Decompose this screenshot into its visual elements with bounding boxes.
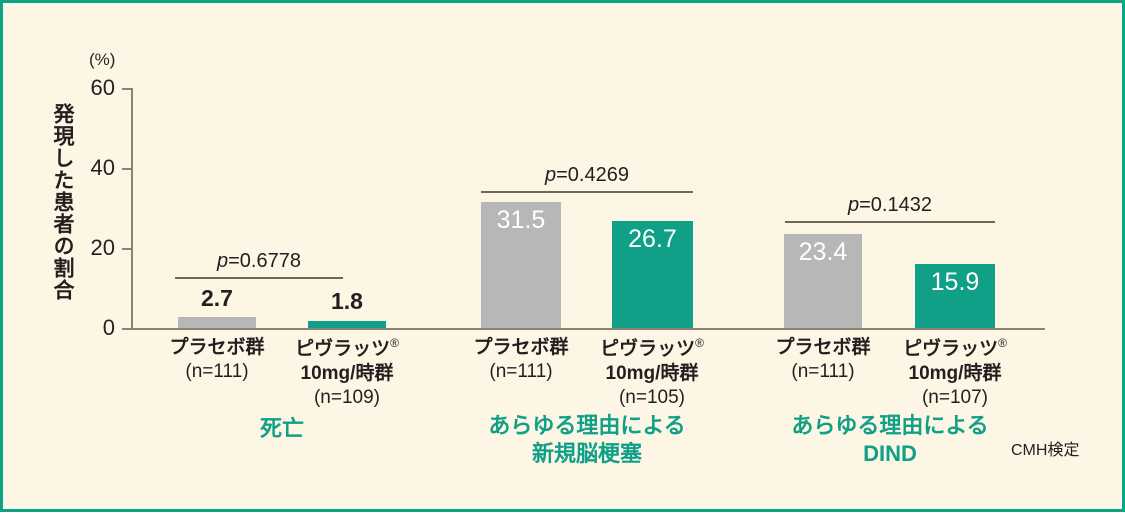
y-tick-20 [122, 248, 131, 250]
p-bracket-line-1 [175, 277, 343, 279]
group-caption-line-2: 新規脳梗塞 [531, 440, 642, 466]
p-symbol-2: p [545, 164, 557, 186]
y-tick-label-40: 40 [90, 155, 115, 180]
x-label-name: ピヴラッツ® [272, 336, 422, 362]
x-label-group-3-placebo: プラセボ群 (n=111) [748, 336, 898, 385]
bar-group-3-placebo[interactable]: 23.4 [784, 88, 862, 328]
x-label-n: (n=111) [185, 361, 249, 383]
group-caption-line-2: DIND [863, 440, 917, 466]
x-label-name: プラセボ群 [169, 337, 265, 358]
x-label-n: (n=111) [791, 361, 855, 383]
x-label-n: (n=107) [921, 386, 989, 408]
chart-footnote: CMH検定 [1011, 442, 1080, 459]
y-axis-title: 発現した患者の割合 [51, 103, 74, 301]
p-symbol-3: p [848, 194, 860, 216]
p-value-label-group-1: p=0.6778 [175, 251, 343, 271]
p-value-text-3: =0.1432 [859, 194, 932, 216]
group-caption-1: 死亡 [137, 415, 427, 443]
group-caption-3: あらゆる理由による DIND [745, 412, 1035, 467]
x-label-name: プラセボ群 [473, 337, 569, 358]
x-label-name: ピヴラッツ® [880, 336, 1030, 362]
drug-name: ピヴラッツ [295, 338, 391, 360]
bar-group-3-drug[interactable]: 15.9 [915, 88, 995, 328]
group-caption-line-1: あらゆる理由による [488, 413, 686, 438]
drug-name: ピヴラッツ [600, 338, 696, 360]
registered-mark-icon: ® [998, 336, 1007, 350]
y-axis-unit-label: (%) [89, 50, 116, 69]
y-tick-0 [122, 328, 131, 330]
bar-value-label: 15.9 [930, 268, 980, 297]
x-label-dose: 10mg/時群 [300, 362, 394, 384]
x-label-n: (n=109) [313, 386, 381, 408]
y-tick-label-60: 60 [90, 75, 115, 100]
p-symbol-1: p [217, 250, 229, 272]
bar-group-1-placebo[interactable]: 2.7 [178, 88, 256, 328]
p-bracket-line-3 [785, 221, 995, 223]
drug-name: ピヴラッツ [903, 338, 999, 360]
y-axis-line [131, 88, 133, 330]
bar-rect [308, 320, 386, 328]
bar-rect: 15.9 [915, 264, 995, 328]
p-value-label-group-2: p=0.4269 [481, 165, 693, 185]
x-label-group-1-placebo: プラセボ群 (n=111) [142, 336, 292, 385]
x-label-name: ピヴラッツ® [577, 336, 727, 362]
bar-group-2-drug[interactable]: 26.7 [612, 88, 693, 328]
bar-value-label: 23.4 [798, 238, 848, 267]
group-caption-2: あらゆる理由による 新規脳梗塞 [442, 412, 732, 467]
bar-rect: 31.5 [481, 202, 561, 328]
x-label-group-1-drug: ピヴラッツ® 10mg/時群 (n=109) [272, 336, 422, 410]
x-label-name: プラセボ群 [775, 337, 871, 358]
y-tick-40 [122, 168, 131, 170]
p-bracket-line-2 [481, 191, 693, 193]
group-caption-line-1: あらゆる理由による [791, 413, 989, 438]
bar-chart-plot: (%) 発現した患者の割合 60 40 20 0 p=0.6778 2.7 1.… [3, 3, 1125, 515]
p-value-text-2: =0.4269 [556, 164, 629, 186]
bar-value-label: 2.7 [201, 285, 233, 311]
group-caption-line-1: 死亡 [259, 416, 304, 441]
y-tick-label-20: 20 [90, 235, 115, 260]
x-label-dose: 10mg/時群 [605, 362, 699, 384]
x-label-group-3-drug: ピヴラッツ® 10mg/時群 (n=107) [880, 336, 1030, 410]
x-axis-line [131, 328, 1045, 330]
registered-mark-icon: ® [390, 336, 399, 350]
x-label-n: (n=111) [489, 361, 553, 383]
bar-group-2-placebo[interactable]: 31.5 [481, 88, 561, 328]
bar-value-label: 31.5 [496, 206, 546, 234]
bar-rect: 23.4 [784, 234, 862, 328]
p-value-label-group-3: p=0.1432 [785, 195, 995, 215]
p-value-text-1: =0.6778 [228, 250, 301, 272]
bar-value-label: 1.8 [331, 288, 363, 314]
x-label-group-2-placebo: プラセボ群 (n=111) [446, 336, 596, 385]
x-label-dose: 10mg/時群 [908, 362, 1002, 384]
y-tick-60 [122, 88, 131, 90]
x-label-n: (n=105) [618, 386, 686, 408]
bar-rect [178, 317, 256, 328]
x-label-group-2-drug: ピヴラッツ® 10mg/時群 (n=105) [577, 336, 727, 410]
bar-group-1-drug[interactable]: 1.8 [308, 88, 386, 328]
bar-rect: 26.7 [612, 221, 693, 328]
y-tick-label-0: 0 [102, 315, 115, 340]
registered-mark-icon: ® [695, 336, 704, 350]
bar-value-label: 26.7 [628, 225, 677, 254]
